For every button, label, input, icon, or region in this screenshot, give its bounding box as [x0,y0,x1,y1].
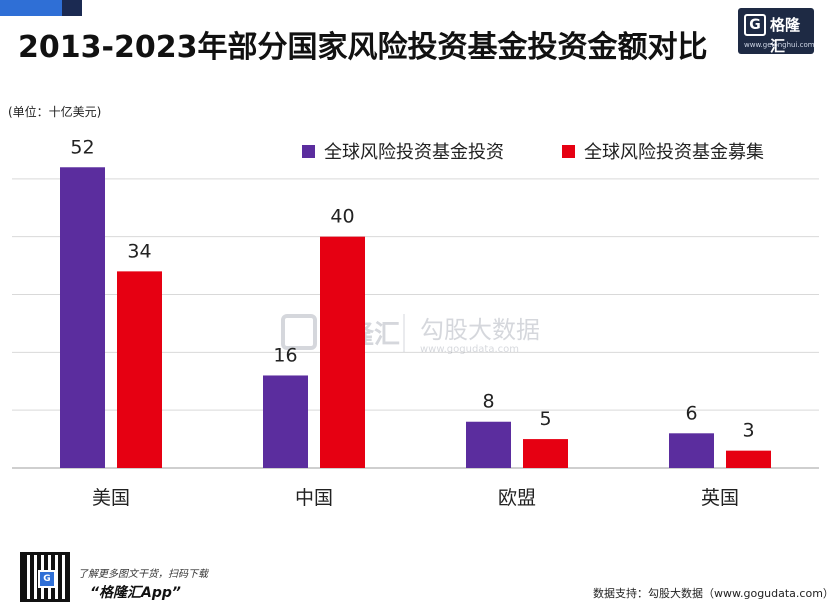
data-label: 40 [330,206,354,228]
bar [466,421,511,468]
x-tick-label: 英国 [701,487,739,509]
bar [117,271,162,468]
bar [320,236,365,468]
data-label: 3 [742,420,754,442]
x-tick-label: 美国 [92,487,130,509]
download-cta: 了解更多图文干货，扫码下载 [78,569,208,580]
data-label: 6 [685,402,697,424]
x-tick-label: 中国 [295,487,333,509]
bar [60,167,105,468]
legend-label: 全球风险投资基金投资 [324,142,504,163]
logo-url: www.gelonghui.com [744,41,815,49]
logo-g-icon: G [744,14,766,36]
data-label: 52 [70,136,94,158]
top-accent-bar [0,0,82,16]
bar [263,375,308,468]
chart-title: 2013-2023年部分国家风险投资基金投资金额对比 [18,30,708,65]
data-label: 8 [482,391,494,413]
accent-blue-block [0,0,62,16]
bar [726,450,771,468]
qr-logo-icon: G [38,570,56,588]
app-name: “格隆汇App” [90,585,181,601]
watermark-name: 勾股大数据 [420,316,540,344]
qr-code-icon[interactable]: G [20,552,70,602]
watermark-logo-icon [281,314,317,350]
data-label: 34 [127,240,151,262]
bar [669,433,714,468]
legend-swatch [302,145,315,158]
x-tick-label: 欧盟 [498,487,536,509]
data-label: 16 [273,344,297,366]
brand-logo: G 格隆汇 www.gelonghui.com [738,8,815,55]
legend-swatch [562,145,575,158]
legend-label: 全球风险投资基金募集 [584,142,764,163]
unit-label: (单位：十亿美元) [8,105,102,119]
data-label: 5 [539,408,551,430]
data-source: 数据支持：勾股大数据（www.gogudata.com） [593,587,831,600]
accent-navy-block [62,0,82,16]
watermark-url: www.gogudata.com [420,344,519,355]
bar [523,439,568,468]
logo-text: 格隆汇 [770,16,801,55]
